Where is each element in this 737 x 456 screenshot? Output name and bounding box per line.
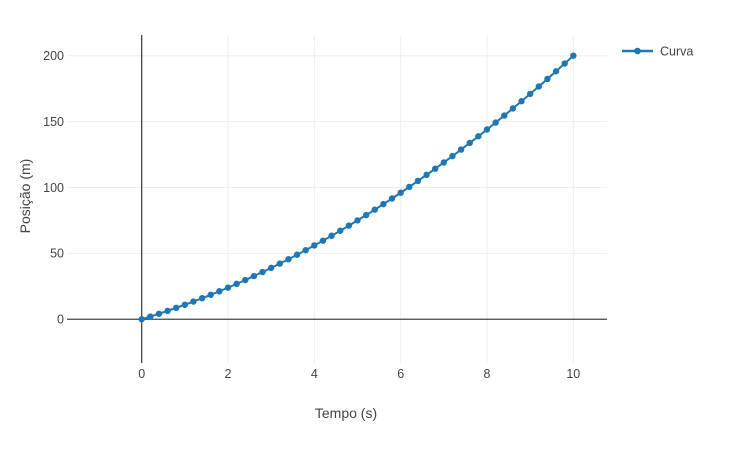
data-point[interactable] <box>440 159 448 166</box>
y-tick-label: 0 <box>57 313 64 327</box>
data-point[interactable] <box>259 268 266 276</box>
data-point[interactable] <box>181 301 189 308</box>
legend-label: Curva <box>660 45 693 59</box>
data-point[interactable] <box>466 139 473 147</box>
data-point[interactable] <box>190 298 197 305</box>
y-tick-label: 100 <box>43 181 64 195</box>
data-point[interactable] <box>483 126 491 133</box>
x-axis-title: Tempo (s) <box>315 405 377 421</box>
data-point[interactable] <box>242 276 249 284</box>
data-point[interactable] <box>406 183 413 191</box>
gridlines <box>67 35 607 363</box>
data-point[interactable] <box>423 171 430 179</box>
zerolines <box>67 35 607 363</box>
data-point[interactable] <box>267 264 275 272</box>
data-point[interactable] <box>414 177 422 185</box>
legend[interactable]: Curva <box>622 45 693 59</box>
data-point[interactable] <box>173 304 180 312</box>
data-point[interactable] <box>501 112 508 119</box>
legend-marker-sample-icon <box>634 47 641 55</box>
y-axis-tick-labels: 0 50 100 150 200 <box>43 49 64 327</box>
data-point[interactable] <box>164 307 171 315</box>
data-point[interactable] <box>544 75 551 83</box>
series-curva[interactable] <box>138 52 577 323</box>
data-point[interactable] <box>337 227 344 234</box>
data-point[interactable] <box>155 310 163 317</box>
data-point[interactable] <box>354 217 361 224</box>
data-point[interactable] <box>233 280 240 288</box>
data-point[interactable] <box>388 195 396 202</box>
x-tick-label: 0 <box>138 367 145 381</box>
data-point[interactable] <box>475 133 482 140</box>
data-point[interactable] <box>250 272 258 280</box>
data-point[interactable] <box>138 316 145 323</box>
data-point[interactable] <box>535 83 542 90</box>
data-point[interactable] <box>319 237 327 244</box>
data-point[interactable] <box>311 242 318 249</box>
data-point[interactable] <box>285 256 292 263</box>
data-point[interactable] <box>362 211 370 219</box>
data-point[interactable] <box>432 165 439 172</box>
data-point[interactable] <box>526 90 534 98</box>
data-point[interactable] <box>492 119 499 126</box>
data-point[interactable] <box>293 251 301 258</box>
x-axis-tick-labels: 0 2 4 6 8 10 <box>138 367 580 381</box>
data-point[interactable] <box>552 68 560 75</box>
data-point[interactable] <box>216 288 223 295</box>
data-point[interactable] <box>207 291 214 298</box>
data-point[interactable] <box>224 284 232 291</box>
y-tick-label: 50 <box>50 247 64 261</box>
x-tick-label: 6 <box>397 367 404 381</box>
data-point[interactable] <box>198 295 206 302</box>
data-point[interactable] <box>518 98 525 105</box>
x-tick-label: 8 <box>484 367 491 381</box>
data-point[interactable] <box>509 105 517 112</box>
x-tick-label: 4 <box>311 367 318 381</box>
data-point[interactable] <box>397 189 404 196</box>
y-axis-title: Posição (m) <box>17 159 33 234</box>
data-point[interactable] <box>328 232 335 239</box>
y-tick-label: 150 <box>43 115 64 129</box>
x-tick-label: 2 <box>225 367 232 381</box>
data-point[interactable] <box>457 146 465 153</box>
data-point[interactable] <box>570 52 577 59</box>
data-point[interactable] <box>371 206 378 213</box>
data-point[interactable] <box>302 246 309 254</box>
data-point[interactable] <box>345 222 353 229</box>
data-point[interactable] <box>147 313 154 320</box>
data-point[interactable] <box>449 152 456 160</box>
data-point[interactable] <box>380 200 387 208</box>
data-point[interactable] <box>276 260 284 267</box>
x-tick-label: 10 <box>566 367 580 381</box>
data-point[interactable] <box>561 60 568 67</box>
y-tick-label: 200 <box>43 49 64 63</box>
